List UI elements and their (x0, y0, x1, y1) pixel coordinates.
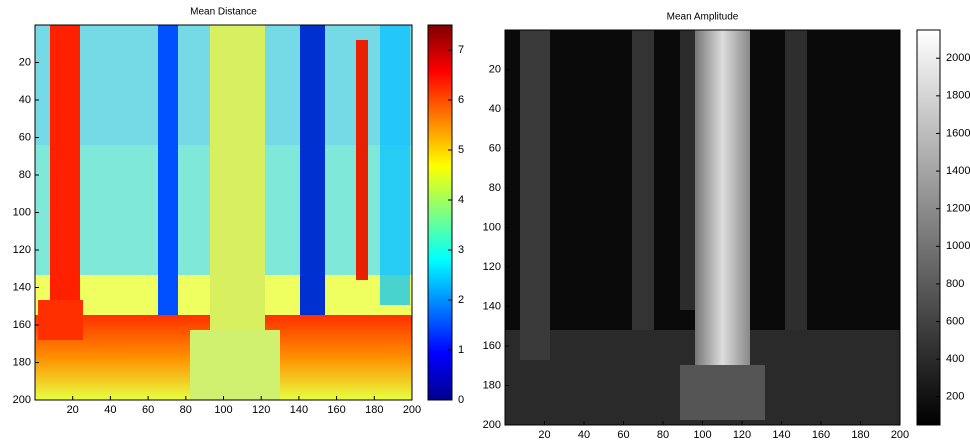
y-tick-label: 60 (489, 142, 501, 154)
colorbar-tick-label: 1800 (946, 90, 970, 102)
x-tick-label: 200 (403, 404, 421, 416)
colorbar-tick-label: 400 (946, 353, 964, 365)
colorbar-tick-label: 6 (458, 94, 464, 106)
colorbar-tick-label: 200 (946, 391, 964, 403)
colorbar-tick-label: 7 (458, 44, 464, 56)
x-tick-label: 120 (733, 429, 751, 441)
colorbar-tick-label: 2 (458, 294, 464, 306)
x-tick-label: 200 (891, 429, 909, 441)
x-tick-label: 180 (851, 429, 869, 441)
colorbar-tick-label: 4 (458, 194, 464, 206)
y-tick-label: 120 (13, 244, 31, 256)
colorbar-tick-label: 1200 (946, 203, 970, 215)
y-tick-label: 140 (13, 281, 31, 293)
colorbar-tick-label: 1000 (946, 240, 970, 252)
y-tick-label: 140 (483, 300, 501, 312)
colorbar-tick-label: 3 (458, 244, 464, 256)
y-tick-label: 40 (489, 103, 501, 115)
amplitude-image (505, 30, 900, 425)
colorbar-tick-label: 5 (458, 144, 464, 156)
distance-image (35, 25, 412, 400)
x-tick-label: 40 (578, 429, 590, 441)
y-tick-label: 80 (489, 182, 501, 194)
x-tick-label: 60 (617, 429, 629, 441)
colorbar-tick-label: 600 (946, 315, 964, 327)
figure: Mean Distance204060801001201401601802002… (0, 0, 970, 441)
colorbar (917, 30, 940, 425)
colorbar-tick-label: 800 (946, 278, 964, 290)
y-tick-label: 80 (19, 169, 31, 181)
colorbar (428, 25, 452, 400)
y-tick-label: 100 (13, 206, 31, 218)
colorbar-tick-label: 1 (458, 344, 464, 356)
y-tick-label: 180 (483, 379, 501, 391)
y-tick-label: 100 (483, 221, 501, 233)
y-tick-label: 200 (483, 419, 501, 431)
y-tick-label: 120 (483, 261, 501, 273)
x-tick-label: 180 (365, 404, 383, 416)
x-tick-label: 160 (812, 429, 830, 441)
x-tick-label: 100 (693, 429, 711, 441)
colorbar-tick-label: 0 (458, 394, 464, 406)
y-tick-label: 20 (489, 63, 501, 75)
x-tick-label: 60 (142, 404, 154, 416)
x-tick-label: 160 (327, 404, 345, 416)
y-tick-label: 160 (483, 340, 501, 352)
x-tick-label: 140 (290, 404, 308, 416)
y-tick-label: 160 (13, 319, 31, 331)
colorbar-tick-label: 1600 (946, 127, 970, 139)
x-tick-label: 40 (104, 404, 116, 416)
y-tick-label: 60 (19, 131, 31, 143)
page: Mean Distance204060801001201401601802002… (0, 0, 970, 441)
x-tick-label: 20 (67, 404, 79, 416)
colorbar-tick-label: 1400 (946, 165, 970, 177)
colorbar-tick-label: 2000 (946, 52, 970, 64)
x-tick-label: 120 (252, 404, 270, 416)
y-tick-label: 20 (19, 56, 31, 68)
x-tick-label: 80 (657, 429, 669, 441)
y-tick-label: 200 (13, 394, 31, 406)
x-tick-label: 80 (180, 404, 192, 416)
chart-title: Mean Amplitude (667, 12, 739, 23)
y-tick-label: 40 (19, 94, 31, 106)
chart-title: Mean Distance (190, 7, 257, 18)
x-tick-label: 100 (214, 404, 232, 416)
y-tick-label: 180 (13, 356, 31, 368)
x-tick-label: 140 (772, 429, 790, 441)
x-tick-label: 20 (538, 429, 550, 441)
